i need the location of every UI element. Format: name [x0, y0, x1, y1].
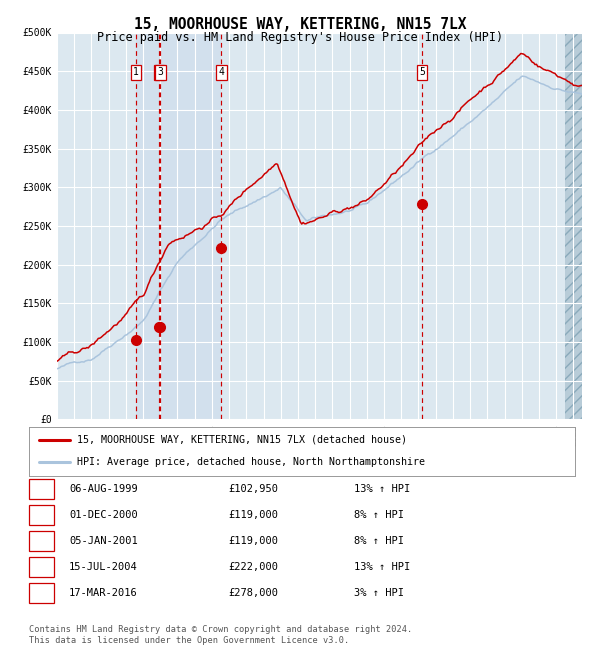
Text: 01-DEC-2000: 01-DEC-2000 [69, 510, 138, 520]
Text: 3% ↑ HPI: 3% ↑ HPI [354, 588, 404, 598]
Text: 17-MAR-2016: 17-MAR-2016 [69, 588, 138, 598]
Text: 13% ↑ HPI: 13% ↑ HPI [354, 484, 410, 494]
Text: 13% ↑ HPI: 13% ↑ HPI [354, 562, 410, 572]
Text: 05-JAN-2001: 05-JAN-2001 [69, 536, 138, 546]
Text: 5: 5 [419, 68, 425, 77]
Text: 15, MOORHOUSE WAY, KETTERING, NN15 7LX: 15, MOORHOUSE WAY, KETTERING, NN15 7LX [134, 17, 466, 32]
Text: 4: 4 [38, 562, 44, 572]
Text: 15-JUL-2004: 15-JUL-2004 [69, 562, 138, 572]
Text: 4: 4 [218, 68, 224, 77]
Text: 3: 3 [38, 536, 44, 546]
Text: 1: 1 [38, 484, 44, 494]
Text: 8% ↑ HPI: 8% ↑ HPI [354, 510, 404, 520]
Text: 5: 5 [38, 588, 44, 598]
Text: Price paid vs. HM Land Registry's House Price Index (HPI): Price paid vs. HM Land Registry's House … [97, 31, 503, 44]
Text: 3: 3 [158, 68, 163, 77]
Text: 2: 2 [38, 510, 44, 520]
Text: £119,000: £119,000 [228, 510, 278, 520]
Text: 2: 2 [156, 68, 162, 77]
Text: 15, MOORHOUSE WAY, KETTERING, NN15 7LX (detached house): 15, MOORHOUSE WAY, KETTERING, NN15 7LX (… [77, 435, 407, 445]
Text: £102,950: £102,950 [228, 484, 278, 494]
Text: £278,000: £278,000 [228, 588, 278, 598]
Bar [565, 32, 582, 419]
Text: Contains HM Land Registry data © Crown copyright and database right 2024.
This d: Contains HM Land Registry data © Crown c… [29, 625, 412, 645]
Text: £222,000: £222,000 [228, 562, 278, 572]
Text: 8% ↑ HPI: 8% ↑ HPI [354, 536, 404, 546]
Text: £119,000: £119,000 [228, 536, 278, 546]
Bar [160, 32, 221, 419]
Text: 06-AUG-1999: 06-AUG-1999 [69, 484, 138, 494]
Text: HPI: Average price, detached house, North Northamptonshire: HPI: Average price, detached house, Nort… [77, 457, 425, 467]
Bar [136, 32, 160, 419]
Text: 1: 1 [133, 68, 139, 77]
